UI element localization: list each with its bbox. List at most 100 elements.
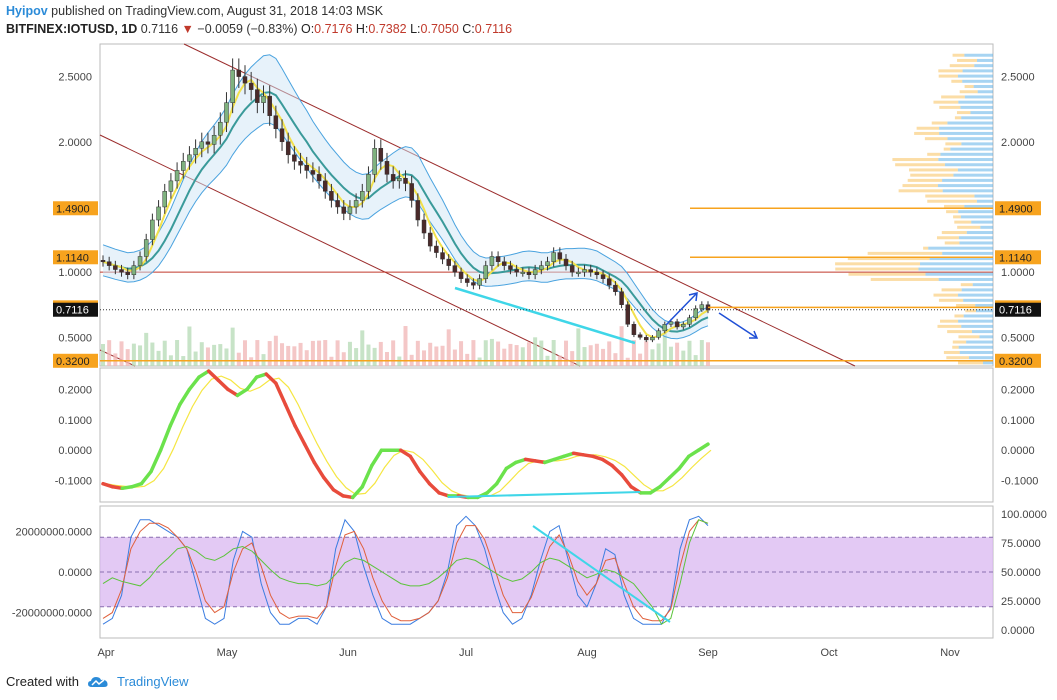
candle-body xyxy=(563,258,569,266)
author-name[interactable]: Hyipov xyxy=(6,4,48,18)
volume-bar xyxy=(113,353,118,366)
candle-body xyxy=(625,304,630,325)
volume-profile-bar xyxy=(939,131,993,135)
candle-body xyxy=(637,334,643,338)
volume-profile-bar xyxy=(902,184,939,188)
volume-profile-bar xyxy=(958,319,993,323)
volume-profile-bar xyxy=(954,116,962,120)
volume-profile-bar xyxy=(958,100,993,104)
high-label: H: xyxy=(355,22,369,36)
price-tag-left xyxy=(53,302,98,317)
volume-profile-bar xyxy=(952,345,959,349)
volume-profile-bar xyxy=(958,74,993,78)
month-tick: Nov xyxy=(940,647,960,659)
close-value: 0.7116 xyxy=(474,22,513,36)
volume-profile-bar xyxy=(928,246,993,250)
volume-bar xyxy=(644,341,649,366)
volume-bar xyxy=(138,345,143,366)
candle-body xyxy=(211,135,217,145)
volume-profile-bar xyxy=(971,220,993,224)
volume-bar xyxy=(588,345,593,366)
candle-body xyxy=(137,256,143,266)
candle-body xyxy=(397,178,402,182)
volume-bar xyxy=(267,341,272,366)
oscillator-segment xyxy=(158,424,172,452)
price-tag-left-text: 0.3200 xyxy=(56,356,90,368)
oscillator-segment xyxy=(370,448,384,468)
symbol-header: BITFINEX:IOTUSD, 1D 0.7116 ▼ −0.0059 (−0… xyxy=(6,22,512,36)
volume-profile-bar xyxy=(938,69,963,73)
volume-bar xyxy=(335,340,340,366)
candle-body xyxy=(539,265,544,270)
candle-body xyxy=(440,252,445,260)
candle-body xyxy=(699,304,705,309)
arrow-head-icon xyxy=(688,292,698,302)
volume-profile-bar xyxy=(940,152,993,156)
volume-profile-bar xyxy=(963,314,993,318)
volume-bar xyxy=(662,331,667,366)
oscillator-segment xyxy=(696,442,710,452)
candle-body xyxy=(452,265,458,273)
oscillator-segment xyxy=(494,466,509,486)
volume-profile-bar xyxy=(933,100,959,104)
signal-line xyxy=(105,375,712,498)
volume-bar xyxy=(687,340,692,366)
volume-profile-bar xyxy=(959,241,993,245)
volume-profile-bar xyxy=(976,58,993,62)
volume-bar xyxy=(218,344,223,366)
volume-bar xyxy=(440,345,445,366)
volume-bar xyxy=(526,342,531,366)
candle-body xyxy=(341,206,347,214)
volume-profile-bar xyxy=(939,105,961,109)
candle-body xyxy=(489,256,495,266)
volume-bar xyxy=(249,357,254,366)
arrow-head-icon xyxy=(749,330,759,339)
volume-bar xyxy=(125,349,130,366)
volume-profile-bar xyxy=(958,293,993,297)
candle-body xyxy=(644,337,649,341)
candle-body xyxy=(687,317,692,325)
candle-body xyxy=(273,115,279,129)
volume-profile-bar xyxy=(961,324,993,328)
candle-body xyxy=(483,265,489,279)
footer: Created with TradingView xyxy=(6,674,189,689)
candle-body xyxy=(415,200,421,221)
volume-profile-bar xyxy=(944,204,965,208)
volume-bar xyxy=(520,347,525,366)
volume-profile-bar xyxy=(943,147,951,151)
chart-canvas[interactable]: 2.5000 2.5000 2.0000 2.0000 1.0000 1.0000 0.50… xyxy=(0,0,1057,670)
volume-profile-bar xyxy=(976,309,993,313)
candle-body xyxy=(526,271,532,275)
volume-profile-bar xyxy=(923,246,929,250)
volume-profile-bar xyxy=(947,121,993,125)
month-tick: Apr xyxy=(97,647,114,659)
published-text: published on TradingView.com, August 31,… xyxy=(51,4,384,18)
price-tag-right-text: 1.1140 xyxy=(999,252,1032,264)
candle-body xyxy=(588,269,593,273)
volume-profile-bar xyxy=(957,58,977,62)
volume-profile-bar xyxy=(949,64,975,68)
oscillator-segment xyxy=(408,454,422,474)
stoch-tick-left: 0.0000 xyxy=(58,567,92,579)
oscillator-segment xyxy=(427,481,441,495)
volume-bar xyxy=(607,341,612,366)
price-tag-left xyxy=(53,250,98,265)
volume-profile-bar xyxy=(963,298,993,302)
volume-bar xyxy=(489,338,494,366)
volume-bar xyxy=(656,343,661,366)
candle-body xyxy=(458,271,464,279)
volume-bar xyxy=(477,357,482,366)
candle-body xyxy=(156,206,161,221)
volume-bar xyxy=(631,340,636,366)
volume-profile-bar xyxy=(947,330,972,334)
volume-profile-bar xyxy=(914,131,940,135)
candle-body xyxy=(390,174,396,182)
volume-bar xyxy=(347,341,352,366)
volume-bar xyxy=(650,349,655,366)
candle-body xyxy=(113,265,118,270)
tradingview-link[interactable]: TradingView xyxy=(116,674,189,689)
low-label: L: xyxy=(410,22,421,36)
volume-profile-bar xyxy=(971,330,993,334)
month-tick: Jun xyxy=(339,647,357,659)
volume-bar xyxy=(236,352,241,366)
